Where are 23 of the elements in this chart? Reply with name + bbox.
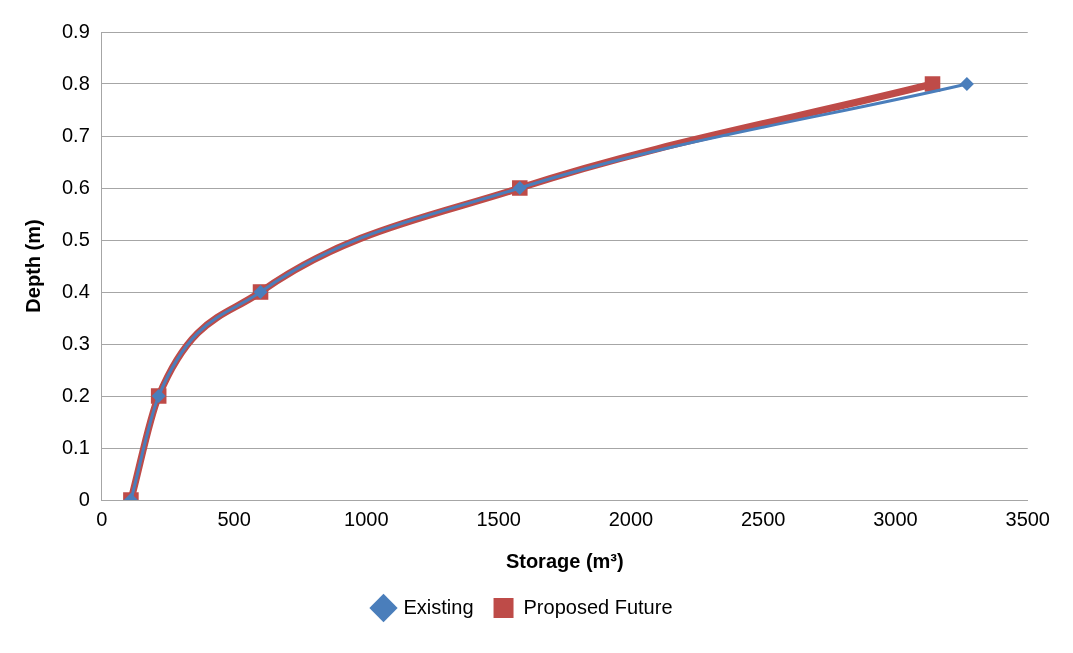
y-axis-title: Depth (m) <box>21 219 44 313</box>
y-tick-label: 0.5 <box>61 227 90 250</box>
y-tick-label: 0.4 <box>61 279 90 302</box>
y-tick-label: 0.2 <box>61 383 90 406</box>
x-tick-label: 0 <box>96 507 108 530</box>
x-tick-label: 1500 <box>476 507 521 530</box>
x-tick-label: 3000 <box>873 507 918 530</box>
x-axis-title: Storage (m³) <box>505 549 624 572</box>
y-tick-label: 0.3 <box>61 331 90 354</box>
legend-label: Existing <box>403 595 474 618</box>
y-tick-label: 0 <box>78 487 90 510</box>
y-tick-label: 0.6 <box>61 175 90 198</box>
x-tick-label: 500 <box>217 507 251 530</box>
x-tick-label: 2500 <box>740 507 786 530</box>
y-tick-label: 0.9 <box>61 19 90 42</box>
y-tick-label: 0.1 <box>61 435 90 458</box>
point <box>959 77 974 91</box>
x-tick-label: 1000 <box>344 507 389 530</box>
y-tick-label: 0.7 <box>61 123 90 146</box>
x-tick-label: 3500 <box>1005 507 1050 530</box>
legend-label: Proposed Future <box>523 595 673 618</box>
y-tick-label: 0.8 <box>61 71 90 94</box>
x-tick-label: 2000 <box>608 507 654 530</box>
